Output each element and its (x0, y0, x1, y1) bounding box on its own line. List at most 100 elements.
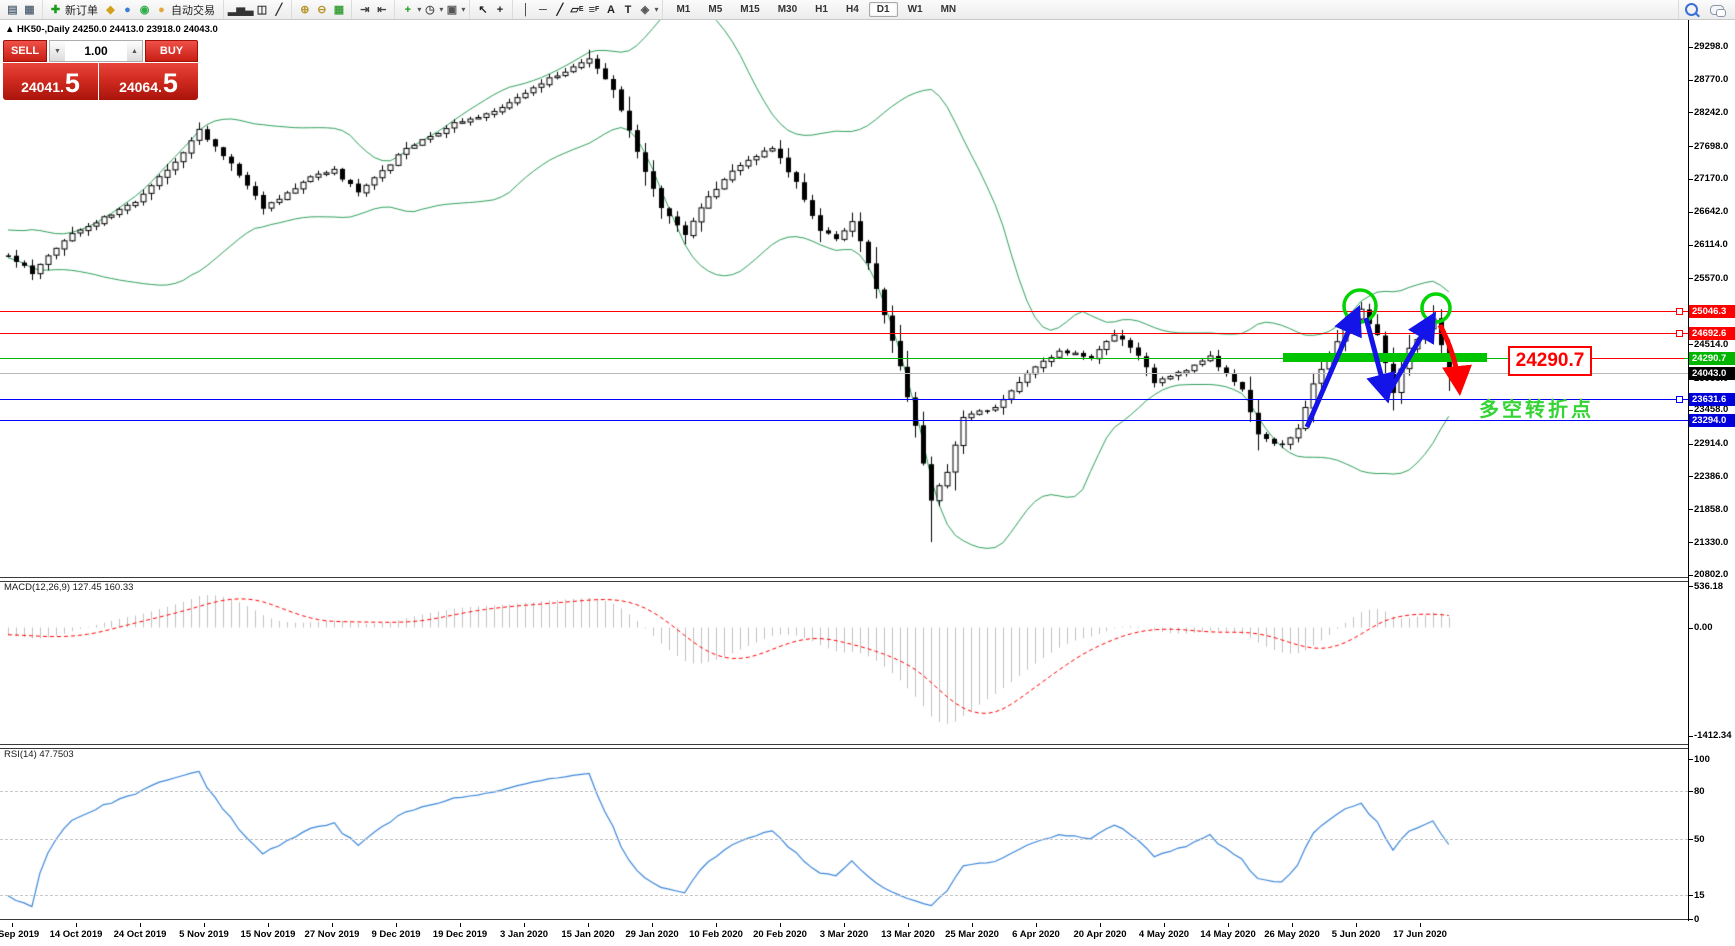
date-tick-mark (1420, 923, 1421, 927)
timeframe-button-h4[interactable]: H4 (845, 4, 859, 15)
periods-icon-dropdown[interactable]: ▾ (439, 5, 444, 14)
templates-icon[interactable]: ▣ (446, 3, 458, 16)
date-tick-mark (204, 923, 205, 927)
timeframe-button-h1[interactable]: H1 (815, 4, 828, 15)
vertical-line-icon[interactable]: │ (522, 3, 530, 16)
text-label-icon[interactable]: T (624, 3, 632, 16)
date-axis-label: 20 Feb 2020 (753, 929, 807, 940)
timeframe-button-mn[interactable]: MN (940, 4, 957, 15)
gold-icon[interactable]: ◆ (106, 3, 115, 16)
toolbar-group: │ ─ ╱ ▱ E ≡ F A T ◈ ▾ (512, 0, 662, 19)
trendline-icon[interactable]: ╱ (556, 3, 564, 16)
volume-input[interactable]: 1.00 (84, 44, 108, 58)
price-callout-box[interactable]: 24290.7 (1508, 346, 1592, 376)
timeframe-button-w1[interactable]: W1 (907, 4, 923, 15)
sell-button[interactable]: SELL (3, 40, 47, 62)
timeframe-button-m5[interactable]: M5 (708, 4, 723, 15)
terminal-icon[interactable]: ▤ (7, 3, 18, 16)
zoom-in-icon[interactable]: ⊕ (300, 3, 310, 16)
sell-price-pips: 5 (64, 68, 80, 98)
timeframe-toolbar: M1 M5 M15 M30 H1 H4 D1 W1 MN (662, 0, 969, 19)
price-level-badge: 24290.7 (1689, 352, 1735, 365)
signals-icon[interactable]: ◉ (139, 3, 150, 16)
shapes-icon[interactable]: ◈ (640, 3, 650, 16)
buy-price-display[interactable]: 24064. 5 (99, 63, 198, 100)
community-icon[interactable]: ● (124, 3, 131, 16)
chat-icon[interactable] (1708, 2, 1726, 18)
text-icon[interactable]: A (606, 3, 615, 16)
bar-chart-icon[interactable]: ▂▅▃ (228, 3, 254, 16)
toolbar-group: ▤ ▦ (0, 0, 42, 19)
axis-tick-label: 26642.0 (1694, 206, 1729, 217)
toolbar-right-group (1678, 0, 1735, 19)
indicators-icon-dropdown[interactable]: ▾ (417, 5, 422, 14)
new-order-icon[interactable]: ✚ (50, 3, 61, 16)
line-endpoint-handle[interactable] (1676, 396, 1683, 403)
periods-icon[interactable]: ◷ (425, 3, 435, 16)
chart-ohlc-values: 24250.0 24413.0 23918.0 24043.0 (72, 24, 218, 35)
date-axis-label: 27 Nov 2019 (304, 929, 360, 940)
date-axis-label: 3 Jan 2020 (499, 929, 549, 940)
line-chart-icon[interactable]: ╱ (275, 3, 283, 16)
timeframe-button-m30[interactable]: M30 (777, 4, 798, 15)
price-axis[interactable] (1689, 20, 1735, 921)
date-tick-mark (76, 923, 77, 927)
support-zone-bar[interactable] (1283, 353, 1487, 362)
date-tick-mark (1100, 923, 1101, 927)
turning-point-note[interactable]: 多空转折点 (1479, 399, 1594, 421)
equidistant-channel-icon[interactable]: ▱ E (570, 3, 584, 16)
macd-panel-separator[interactable] (0, 577, 1735, 582)
date-axis-label: 4 May 2020 (1138, 929, 1190, 940)
horizontal-line-24692.6[interactable] (0, 333, 1688, 334)
line-endpoint-handle[interactable] (1676, 330, 1683, 337)
data-window-icon[interactable]: ▦ (24, 3, 35, 16)
date-axis-label: 14 Oct 2019 (49, 929, 103, 940)
fibonacci-icon[interactable]: ≡ F (588, 3, 600, 16)
chart-symbol-ohlc-header: ▲ HK50-,Daily 24250.0 24413.0 23918.0 24… (5, 24, 218, 35)
templates-icon-dropdown[interactable]: ▾ (461, 5, 466, 14)
chart-shift-icon[interactable]: ⇤ (377, 3, 387, 16)
autotrade-icon-label[interactable]: 自动交易 (171, 4, 215, 17)
horizontal-line-25046.3[interactable] (0, 311, 1688, 312)
rsi-panel-separator[interactable] (0, 744, 1735, 749)
axis-tick-mark (1689, 112, 1693, 113)
volume-decrease-button[interactable]: ▼ (50, 41, 65, 61)
timeframe-button-d1[interactable]: D1 (868, 2, 898, 17)
axis-tick-mark (1689, 80, 1693, 81)
horizontal-line-icon[interactable]: ─ (539, 3, 547, 16)
date-axis[interactable]: 30 Sep 2019 14 Oct 2019 24 Oct 2019 5 Nov 2… (0, 923, 1735, 946)
axis-tick-label: 21858.0 (1694, 504, 1729, 515)
autoscroll-icon[interactable]: ⇥ (360, 3, 370, 16)
main-toolbar: ▤ ▦ ✚ 新订单 ◆ ● ◉ ● 自动交易 ▂▅▃ ◫ ╱ ⊕ ⊖ ▦ ⇥ ⇤ + ▾ ◷ ▾ ▣ ▾ ↖ + │ ─ ╱ ▱ E ≡ F A… (0, 0, 1735, 20)
tile-windows-icon[interactable]: ▦ (333, 3, 345, 16)
new-order-icon-label[interactable]: 新订单 (65, 4, 98, 17)
candlestick-icon[interactable]: ◫ (256, 3, 268, 16)
axis-tick-mark (1689, 444, 1693, 445)
date-axis-label: 5 Jun 2020 (1331, 929, 1381, 940)
date-tick-mark (1292, 923, 1293, 927)
crosshair-icon[interactable]: + (496, 3, 504, 16)
horizontal-line-23294[interactable] (0, 420, 1688, 421)
indicators-icon[interactable]: + (404, 3, 412, 16)
volume-increase-button[interactable]: ▲ (127, 41, 142, 61)
date-axis-label: 25 Mar 2020 (945, 929, 999, 940)
shapes-icon-dropdown[interactable]: ▾ (654, 5, 659, 14)
date-tick-mark (12, 923, 13, 927)
timeframe-button-m1[interactable]: M1 (676, 4, 691, 15)
axis-tick-mark (1689, 736, 1693, 737)
timeframe-button-m15[interactable]: M15 (740, 4, 760, 15)
horizontal-line-23631.6[interactable] (0, 399, 1688, 400)
axis-tick-mark (1689, 839, 1693, 840)
date-axis-label: 3 Mar 2020 (819, 929, 869, 940)
autotrade-icon[interactable]: ● (158, 3, 165, 16)
buy-button[interactable]: BUY (145, 40, 198, 62)
sell-price-display[interactable]: 24041. 5 (3, 63, 98, 100)
search-icon[interactable] (1683, 2, 1700, 18)
cursor-icon[interactable]: ↖ (478, 3, 488, 16)
horizontal-line-24043[interactable] (0, 373, 1688, 374)
axis-tick-label: 23458.0 (1694, 404, 1729, 415)
horizontal-line-24290.7[interactable] (0, 358, 1688, 359)
zoom-out-icon[interactable]: ⊖ (317, 3, 327, 16)
line-endpoint-handle[interactable] (1676, 308, 1683, 315)
